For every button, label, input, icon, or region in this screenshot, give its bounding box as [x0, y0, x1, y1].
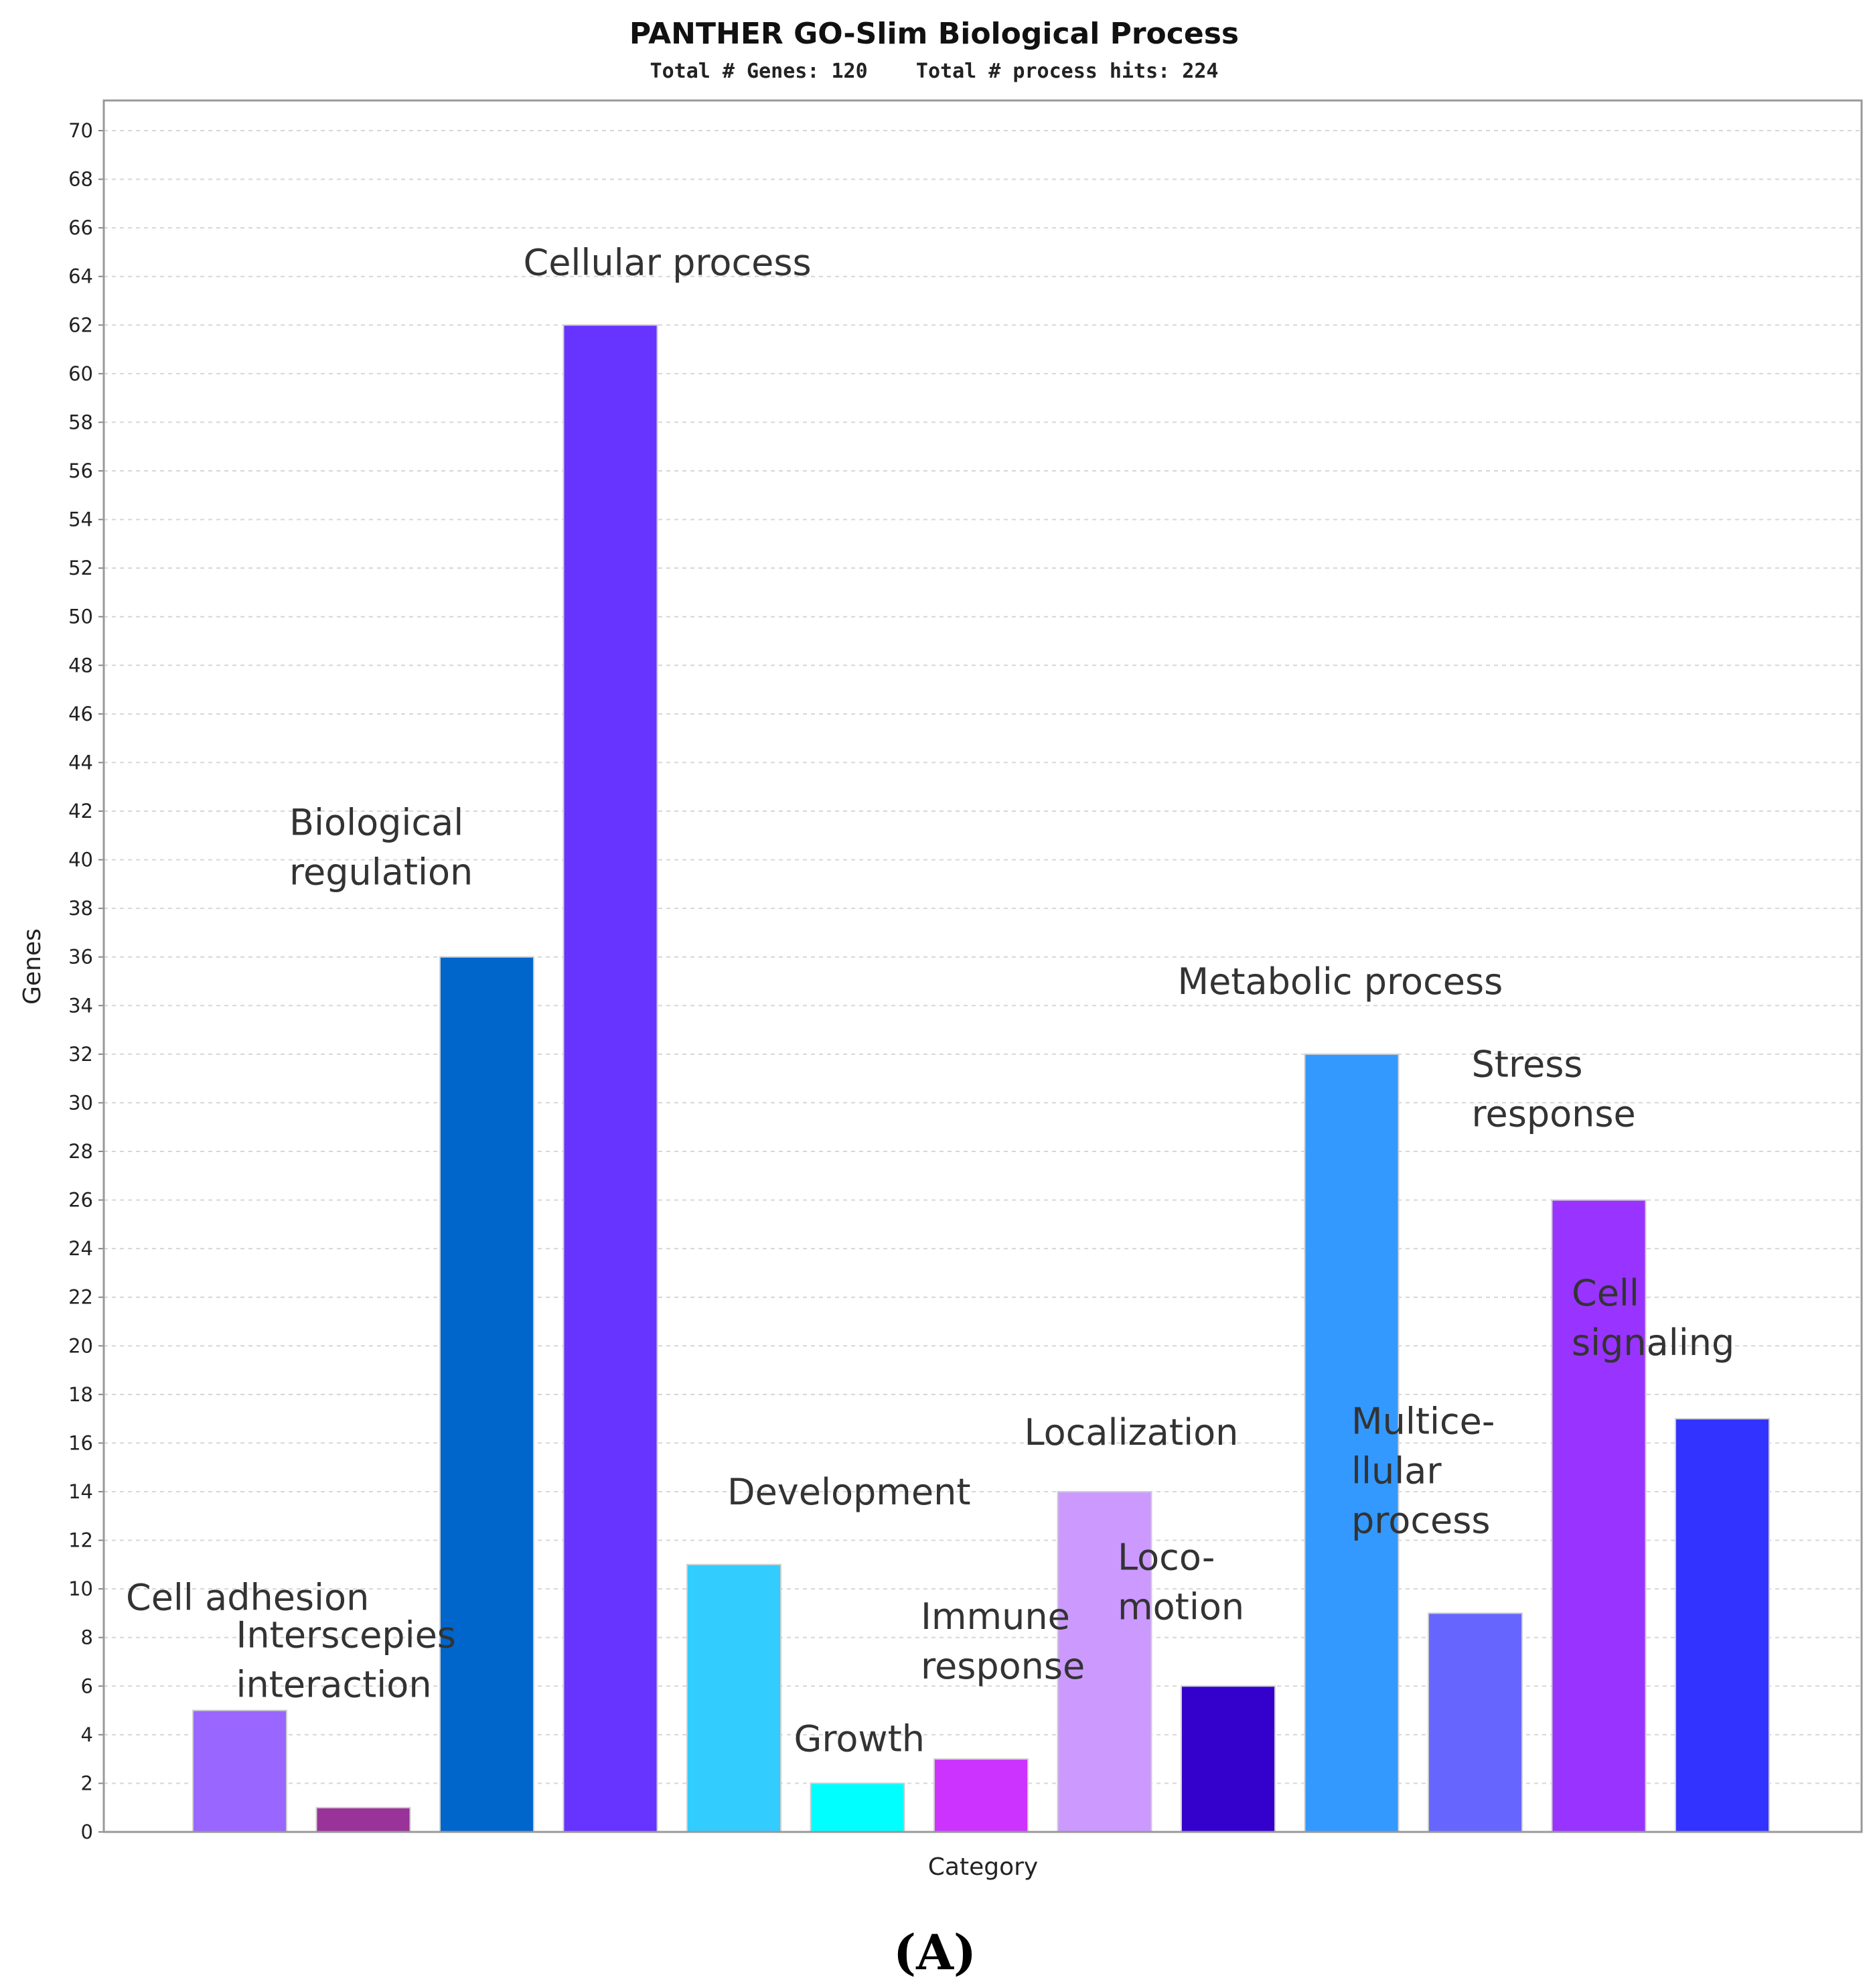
- y-tick-label: 58: [68, 411, 93, 433]
- bar-label: Cell: [1572, 1272, 1639, 1314]
- bar-label: Immune: [921, 1595, 1070, 1638]
- y-tick-label: 2: [81, 1772, 93, 1794]
- bar: [562, 324, 658, 1833]
- y-tick-label: 42: [68, 800, 93, 823]
- y-tick-label: 34: [68, 994, 93, 1017]
- bar: [933, 1758, 1029, 1833]
- y-tick-label: 30: [68, 1091, 93, 1114]
- bar-label: Cellular process: [524, 241, 812, 283]
- bar: [1304, 1053, 1400, 1833]
- y-tick-label: 70: [68, 119, 93, 142]
- y-tick-label: 62: [68, 313, 93, 336]
- y-tick-label: 12: [68, 1529, 93, 1552]
- bar-label: Development: [727, 1471, 971, 1513]
- chart-subtitle: Total # Genes: 120 Total # process hits:…: [650, 60, 1219, 83]
- bar-label: Stress: [1472, 1044, 1583, 1086]
- bar: [1675, 1418, 1770, 1833]
- y-tick-label: 36: [68, 946, 93, 969]
- x-axis-label: Category: [928, 1853, 1038, 1881]
- y-tick-label: 6: [81, 1675, 93, 1697]
- y-tick-label: 16: [68, 1431, 93, 1454]
- y-tick-label: 60: [68, 362, 93, 385]
- plot-frame: [102, 99, 1863, 1833]
- y-tick-label: 56: [68, 459, 93, 482]
- y-tick-label: 66: [68, 216, 93, 239]
- y-tick-label: 32: [68, 1043, 93, 1066]
- bar-label: llular: [1351, 1449, 1442, 1492]
- y-tick-label: 28: [68, 1140, 93, 1163]
- y-tick-label: 38: [68, 897, 93, 920]
- bar-label: signaling: [1572, 1322, 1734, 1364]
- bar-label: Cell adhesion: [126, 1577, 369, 1619]
- y-tick-label: 24: [68, 1237, 93, 1260]
- bar-label: Metabolic process: [1178, 961, 1503, 1003]
- bar: [315, 1806, 411, 1833]
- y-tick-label: 50: [68, 606, 93, 628]
- bar-label: response: [1472, 1093, 1636, 1135]
- y-tick-label: 46: [68, 703, 93, 725]
- y-tick-label: 48: [68, 654, 93, 677]
- y-tick-label: 4: [81, 1723, 93, 1746]
- y-tick-label: 64: [68, 265, 93, 288]
- bar-label: process: [1351, 1499, 1491, 1541]
- bar-label: response: [921, 1645, 1085, 1687]
- bar-label: motion: [1118, 1585, 1244, 1628]
- y-tick-label: 8: [81, 1626, 93, 1649]
- bar: [192, 1709, 287, 1833]
- y-tick-label: 14: [68, 1480, 93, 1503]
- bar-label: Interscepies: [236, 1614, 456, 1656]
- bar: [1428, 1612, 1523, 1833]
- bar-label: Growth: [794, 1717, 925, 1760]
- bar: [686, 1563, 781, 1833]
- y-tick-label: 68: [68, 168, 93, 191]
- y-tick-label: 22: [68, 1286, 93, 1309]
- y-tick-label: 0: [81, 1821, 93, 1843]
- bar: [810, 1782, 905, 1833]
- bar-label: regulation: [289, 851, 473, 894]
- bar-label: Localization: [1025, 1411, 1239, 1453]
- bar-label: Loco-: [1118, 1536, 1215, 1578]
- y-axis-label: Genes: [19, 928, 46, 1005]
- y-axis-ticks: 0246810121416182022242628303234363840424…: [68, 119, 104, 1843]
- y-tick-label: 52: [68, 557, 93, 579]
- bars: [192, 324, 1770, 1833]
- bar: [1057, 1491, 1152, 1833]
- y-tick-label: 18: [68, 1383, 93, 1406]
- bar-label: Multice-: [1351, 1400, 1495, 1442]
- y-tick-label: 40: [68, 849, 93, 871]
- bar-label: Biological: [289, 802, 463, 844]
- y-tick-label: 10: [68, 1577, 93, 1600]
- bar-label: interaction: [236, 1664, 432, 1706]
- panel-label: (A): [893, 1924, 976, 1981]
- bar: [1181, 1685, 1276, 1833]
- y-tick-label: 26: [68, 1189, 93, 1212]
- chart-title: PANTHER GO-Slim Biological Process: [629, 17, 1239, 51]
- bar: [439, 956, 534, 1833]
- y-tick-label: 54: [68, 508, 93, 531]
- y-tick-label: 20: [68, 1334, 93, 1357]
- y-tick-label: 44: [68, 751, 93, 774]
